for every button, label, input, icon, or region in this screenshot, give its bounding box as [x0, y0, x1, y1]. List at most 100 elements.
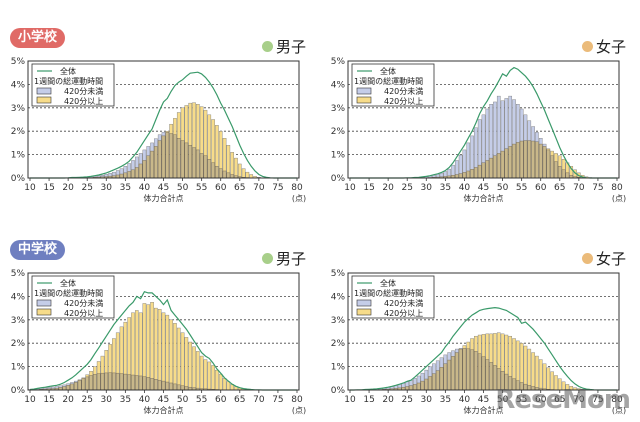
x-axis-label: 体力合計点: [464, 193, 504, 203]
y-tick-label: 2%: [331, 339, 346, 349]
legend-label: 420分以上: [384, 309, 423, 318]
bar-over-420: [455, 174, 458, 178]
y-tick-label: 3%: [11, 104, 26, 114]
bar-under-420: [551, 156, 554, 178]
y-tick-label: 3%: [331, 316, 346, 326]
bar-under-420: [162, 381, 165, 390]
x-tick-label: 70: [253, 395, 265, 405]
bar-over-420: [147, 156, 150, 178]
y-tick-label: 0%: [331, 174, 346, 184]
bar-under-420: [86, 377, 89, 390]
bar-over-420: [154, 308, 157, 390]
bar-over-420: [131, 170, 134, 178]
bar-over-420: [143, 160, 146, 178]
bar-over-420: [170, 320, 173, 390]
y-tick-label: 4%: [331, 80, 346, 90]
bar-under-420: [143, 377, 146, 390]
bar-under-420: [558, 166, 561, 178]
bar-under-420: [82, 378, 85, 390]
bar-over-420: [185, 337, 188, 390]
x-tick-label: 70: [253, 183, 265, 193]
bar-under-420: [173, 384, 176, 390]
bar-under-420: [482, 357, 485, 390]
x-tick-label: 35: [120, 395, 131, 405]
x-tick-label: 35: [440, 183, 451, 193]
bar-over-420: [139, 164, 142, 178]
bar-under-420: [177, 385, 180, 390]
bar-over-420: [531, 141, 534, 178]
bar-over-420: [158, 309, 161, 390]
y-tick-label: 4%: [331, 292, 346, 302]
x-tick-label: 80: [611, 183, 623, 193]
bar-over-420: [208, 362, 211, 390]
x-tick-label: 30: [421, 183, 433, 193]
legend-label: 420分以上: [64, 97, 103, 106]
y-tick-label: 5%: [331, 269, 346, 279]
legend-title: 1週間の総運動時間: [34, 288, 103, 298]
bar-over-420: [246, 172, 249, 178]
bar-under-420: [105, 373, 108, 390]
legend-label: 420分未満: [384, 298, 423, 308]
x-tick-label: 75: [592, 183, 603, 193]
bar-over-420: [463, 172, 466, 178]
bar-over-420: [505, 149, 508, 178]
bar-over-420: [497, 153, 500, 178]
bar-over-420: [535, 142, 538, 178]
bar-under-420: [181, 141, 184, 178]
legend-swatch-under: [357, 300, 371, 306]
legend-title: 1週間の総運動時間: [34, 76, 103, 86]
bar-under-420: [231, 174, 234, 178]
x-tick-label: 40: [459, 183, 471, 193]
y-tick-label: 2%: [11, 339, 26, 349]
bar-over-420: [470, 169, 473, 178]
x-tick-label: 40: [139, 183, 151, 193]
bar-over-420: [440, 367, 443, 390]
x-tick-label: 75: [272, 395, 283, 405]
bar-over-420: [223, 378, 226, 390]
bar-under-420: [173, 135, 176, 178]
x-tick-label: 10: [24, 183, 36, 193]
bar-over-420: [196, 351, 199, 390]
bar-under-420: [154, 379, 157, 390]
x-axis-unit: (点): [292, 194, 306, 203]
y-tick-label: 2%: [11, 127, 26, 137]
bar-under-420: [566, 173, 569, 178]
bar-under-420: [158, 380, 161, 390]
watermark-logo: ReseMom: [495, 385, 630, 415]
bar-over-420: [150, 302, 153, 390]
bar-over-420: [162, 313, 165, 390]
legend-label: 420分未満: [64, 298, 103, 308]
legend-title: 1週間の総運動時間: [354, 288, 423, 298]
bar-over-420: [459, 174, 462, 178]
legend-label: 420分未満: [384, 86, 423, 96]
bar-over-420: [63, 386, 66, 390]
bar-over-420: [150, 151, 153, 178]
x-tick-label: 10: [344, 395, 356, 405]
x-tick-label: 60: [535, 183, 547, 193]
bar-under-420: [547, 150, 550, 178]
x-tick-label: 20: [62, 395, 74, 405]
bar-under-420: [108, 373, 111, 390]
x-tick-label: 25: [81, 395, 92, 405]
bar-over-420: [520, 141, 523, 178]
bar-under-420: [150, 378, 153, 390]
bar-under-420: [467, 349, 470, 390]
x-tick-label: 35: [120, 183, 131, 193]
legend-label: 全体: [380, 278, 396, 288]
bar-over-420: [162, 136, 165, 178]
bar-over-420: [509, 146, 512, 178]
x-tick-label: 25: [401, 395, 412, 405]
bar-over-420: [478, 165, 481, 178]
y-tick-label: 1%: [331, 363, 346, 373]
y-tick-label: 3%: [331, 104, 346, 114]
bar-over-420: [189, 342, 192, 390]
y-tick-label: 1%: [11, 363, 26, 373]
x-tick-label: 50: [497, 183, 509, 193]
x-tick-label: 30: [421, 395, 433, 405]
y-tick-label: 2%: [331, 127, 346, 137]
